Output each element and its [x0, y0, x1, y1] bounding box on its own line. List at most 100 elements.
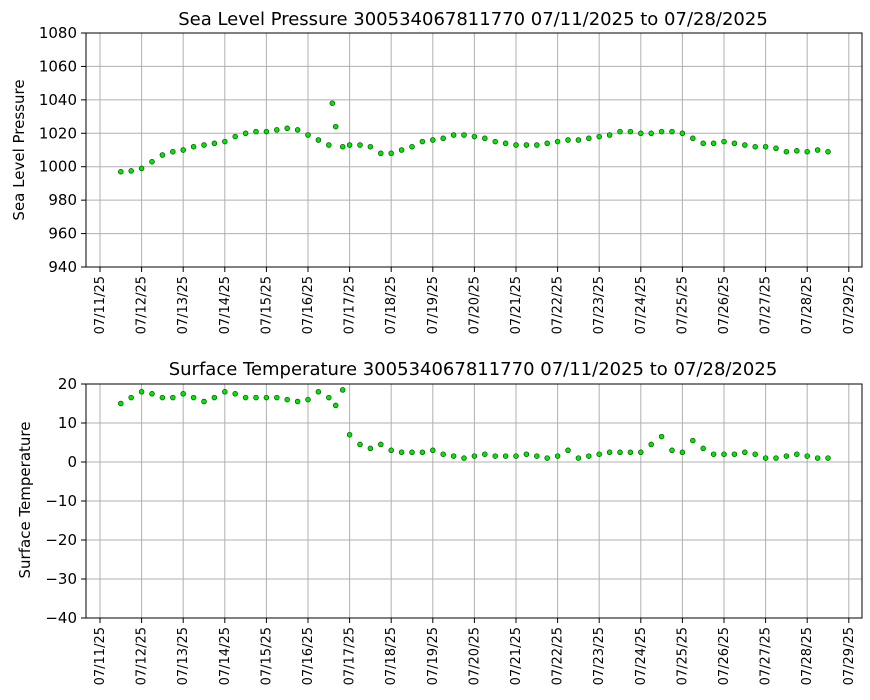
sea-level-pressure-data-point [388, 150, 394, 157]
surface-temperature-data-point [523, 451, 530, 457]
surface-temperature-data-point [461, 455, 467, 461]
sea-level-pressure-data-point [440, 135, 446, 142]
sea-level-pressure-data-point [201, 142, 207, 148]
sea-level-pressure-x-tick-label: 07/12/25 [135, 276, 150, 334]
sea-level-pressure-data-point [554, 138, 561, 145]
surface-temperature-data-point [398, 449, 405, 456]
surface-temperature-data-point [118, 400, 124, 407]
surface-temperature-x-tick-label: 07/21/25 [509, 627, 524, 685]
sea-level-pressure-data-point [731, 140, 738, 147]
sea-level-pressure-data-point [378, 150, 384, 157]
sea-level-pressure-data-point [534, 142, 540, 148]
surface-temperature-data-point [201, 398, 207, 405]
surface-temperature-y-tick-label: −30 [45, 570, 77, 588]
sea-level-pressure-data-point [419, 138, 426, 145]
sea-level-pressure-data-point [638, 130, 644, 137]
surface-temperature-data-point [232, 391, 238, 397]
surface-temperature-x-tick-label: 07/22/25 [551, 627, 566, 685]
sea-level-pressure-data-point [762, 143, 769, 150]
sea-level-pressure-data-point [575, 137, 582, 143]
surface-temperature-x-tick-label: 07/12/25 [135, 627, 150, 685]
surface-temperature-data-point [502, 453, 509, 459]
surface-temperature-data-point [263, 394, 270, 401]
surface-temperature-data-point [565, 447, 571, 454]
surface-temperature-plot-frame [85, 383, 863, 619]
surface-temperature-data-point [284, 396, 290, 403]
surface-temperature-x-tick-label: 07/16/25 [301, 627, 316, 685]
sea-level-pressure-data-point [253, 128, 259, 135]
surface-temperature-y-tick-label: −10 [45, 492, 77, 510]
sea-level-pressure-x-tick-label: 07/15/25 [259, 276, 274, 334]
sea-level-pressure-x-tick-label: 07/26/25 [717, 276, 732, 334]
sea-level-pressure-data-point [326, 142, 332, 148]
surface-temperature-y-tick-label: 0 [67, 453, 77, 471]
sea-level-pressure-data-point [430, 137, 436, 143]
sea-level-pressure-x-tick-label: 07/21/25 [509, 276, 524, 334]
surface-temperature-data-point [534, 453, 540, 459]
sea-level-pressure-data-point [232, 133, 238, 140]
sea-level-pressure-data-point [752, 143, 758, 150]
surface-temperature-data-point [450, 453, 457, 459]
sea-level-pressure-y-tick-label: 1020 [39, 124, 77, 142]
sea-level-pressure-data-point [149, 158, 155, 165]
surface-temperature-data-point [274, 394, 280, 401]
surface-temperature-data-point [482, 451, 488, 457]
surface-temperature-y-axis-label: Surface Temperature [16, 422, 34, 579]
surface-temperature-y-tick-label: 10 [58, 414, 77, 432]
sea-level-pressure-data-point [700, 140, 706, 147]
sea-level-pressure-data-point [721, 138, 727, 145]
sea-level-pressure-x-tick-label: 07/28/25 [800, 276, 815, 334]
sea-level-pressure-data-point [669, 128, 675, 135]
sea-level-pressure-data-point [332, 123, 339, 130]
sea-level-pressure-x-tick-label: 07/23/25 [592, 276, 607, 334]
sea-level-pressure-data-point [128, 168, 134, 174]
surface-temperature-x-tick-label: 07/15/25 [259, 627, 274, 685]
surface-temperature-data-point [762, 455, 769, 461]
sea-level-pressure-y-tick-label: 1040 [39, 91, 77, 109]
sea-level-pressure-data-point [357, 142, 363, 148]
surface-temperature-data-point [804, 453, 810, 459]
sea-level-pressure-data-point [627, 128, 634, 135]
surface-temperature-data-point [409, 449, 415, 456]
sea-level-pressure-data-point [294, 127, 301, 133]
sea-level-pressure-data-point [783, 148, 790, 155]
sea-level-pressure-data-point [773, 145, 779, 152]
surface-temperature-x-tick-label: 07/25/25 [675, 627, 690, 685]
surface-temperature-data-point [627, 449, 634, 456]
surface-temperature-x-tick-label: 07/13/25 [176, 627, 191, 685]
surface-temperature-data-point [305, 396, 311, 403]
sea-level-pressure-gridlines [86, 32, 862, 268]
surface-temperature-data-point [606, 449, 613, 456]
sea-level-pressure-data-point [648, 130, 654, 137]
sea-level-pressure-x-tick-label: 07/25/25 [675, 276, 690, 334]
surface-temperature-data-point [773, 455, 779, 461]
sea-level-pressure-x-tick-label: 07/19/25 [426, 276, 441, 334]
sea-level-pressure-x-ticks: 07/11/25 07/12/25 07/13/25 07/14/25 07/15/25… [93, 267, 857, 334]
sea-level-pressure-data-point [409, 143, 415, 150]
sea-level-pressure-data-point [159, 152, 166, 158]
sea-level-pressure-x-tick-label: 07/13/25 [176, 276, 191, 334]
sea-level-pressure-x-tick-label: 07/29/25 [842, 276, 857, 334]
surface-temperature-data-point [586, 453, 592, 459]
sea-level-pressure-data-point [596, 133, 602, 140]
sea-level-pressure-data-point [138, 165, 145, 172]
surface-temperature-data-point [669, 447, 675, 454]
surface-temperature-data-point [242, 394, 249, 401]
surface-temperature-data-point [658, 433, 665, 440]
sea-level-pressure-y-ticks: 940 960 980 1000 1020 1040 1060 1080 [39, 24, 86, 276]
surface-temperature-data-point [326, 394, 332, 401]
surface-temperature-data-point [825, 455, 831, 461]
sea-level-pressure-data-point [329, 100, 336, 106]
sea-level-pressure-data-point [565, 137, 571, 143]
surface-temperature-data-point [783, 453, 790, 459]
sea-level-pressure-data-point [814, 147, 821, 153]
surface-temperature-data-point [690, 437, 696, 444]
sea-level-pressure-y-tick-label: 960 [48, 225, 77, 243]
sea-level-pressure-x-tick-label: 07/18/25 [384, 276, 399, 334]
sea-level-pressure-data-point [658, 128, 665, 135]
sea-level-pressure-data-point [513, 142, 519, 148]
sea-level-pressure-y-tick-label: 1060 [39, 57, 77, 75]
sea-level-pressure-data-point [690, 135, 696, 142]
sea-level-pressure-data-point [180, 147, 186, 153]
